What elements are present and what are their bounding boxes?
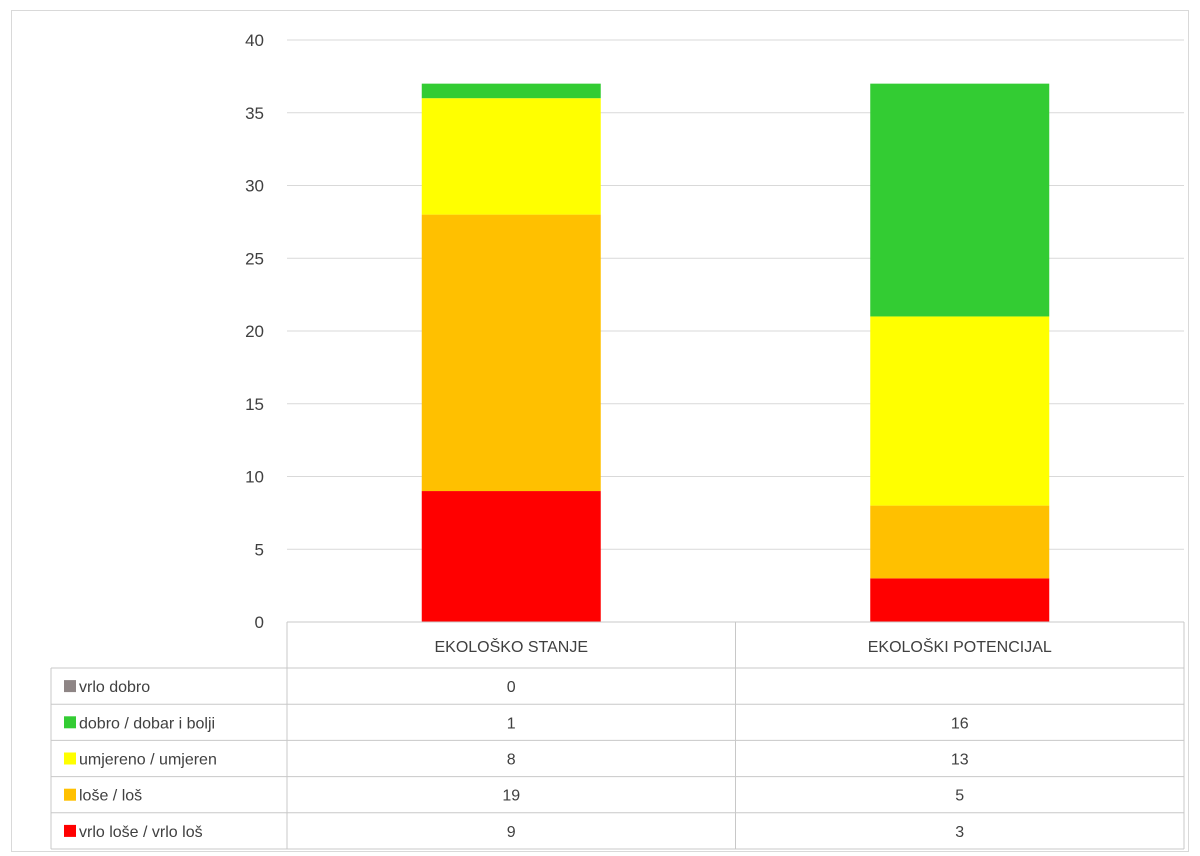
table-cell-dobro-dobar-i-bolji-ekolosko-stanje: 1 <box>507 715 516 732</box>
y-axis-tick-labels: 0 5 10 15 20 25 30 35 40 <box>245 31 264 632</box>
chart-frame <box>11 10 1189 852</box>
table-cell-vrlo-lose-vrlo-los-ekolosko-stanje: 9 <box>507 824 516 841</box>
bars <box>421 83 1050 622</box>
table-cell-umjereno-umjeren-ekolosko-stanje: 8 <box>507 752 516 769</box>
table-cell-umjereno-umjeren-ekoloski-potencijal: 13 <box>951 752 969 769</box>
legend-label-lose-los: loše / loš <box>79 788 142 805</box>
legend-swatch-dobro-dobar-i-bolji <box>64 716 76 729</box>
legend-label-vrlo-dobro: vrlo dobro <box>79 679 150 696</box>
bar-ekoloski-potencijal-lose-los <box>870 505 1050 579</box>
data-table: EKOLOŠKO STANJE EKOLOŠKI POTENCIJAL vrlo d… <box>50 621 1185 850</box>
y-tick-label-30: 30 <box>245 177 264 196</box>
bar-ekolosko-stanje-vrlo-lose-vrlo-los <box>421 491 601 622</box>
y-tick-label-5: 5 <box>255 540 264 559</box>
legend-swatch-vrlo-dobro <box>64 680 76 693</box>
legend-swatch-umjereno-umjeren <box>64 752 76 765</box>
bar-ekoloski-potencijal-vrlo-lose-vrlo-los <box>870 578 1050 622</box>
table-cell-vrlo-lose-vrlo-los-ekoloski-potencijal: 3 <box>955 824 964 841</box>
y-tick-label-15: 15 <box>245 395 264 414</box>
bar-ekoloski-potencijal-umjereno-umjeren <box>870 316 1050 506</box>
table-cell-lose-los-ekoloski-potencijal: 5 <box>955 788 964 805</box>
table-cell-lose-los-ekolosko-stanje: 19 <box>502 788 520 805</box>
bar-ekolosko-stanje-lose-los <box>421 214 601 492</box>
legend-swatch-vrlo-lose-vrlo-los <box>64 824 76 837</box>
bar-ekolosko-stanje-dobro-dobar-i-bolji <box>421 83 601 99</box>
y-tick-label-0: 0 <box>255 613 264 632</box>
bar-ekoloski-potencijal-dobro-dobar-i-bolji <box>870 83 1050 317</box>
legend-label-vrlo-lose-vrlo-los: vrlo loše / vrlo loš <box>79 824 203 841</box>
y-tick-label-35: 35 <box>245 104 264 123</box>
legend-label-dobro-dobar-i-bolji: dobro / dobar i bolji <box>79 715 215 732</box>
legend-label-umjereno-umjeren: umjereno / umjeren <box>79 752 217 769</box>
bar-ekolosko-stanje-umjereno-umjeren <box>421 98 601 215</box>
legend-swatch-lose-los <box>64 788 76 801</box>
y-tick-label-10: 10 <box>245 468 264 487</box>
table-header-ekolosko-stanje: EKOLOŠKO STANJE <box>434 637 588 656</box>
y-tick-label-40: 40 <box>245 31 264 50</box>
y-tick-label-20: 20 <box>245 322 264 341</box>
gridlines <box>287 39 1184 550</box>
table-cell-vrlo-dobro-ekolosko-stanje: 0 <box>507 679 516 696</box>
table-header-ekoloski-potencijal: EKOLOŠKI POTENCIJAL <box>868 637 1052 656</box>
table-cell-dobro-dobar-i-bolji-ekoloski-potencijal: 16 <box>951 715 969 732</box>
y-tick-label-25: 25 <box>245 249 264 268</box>
